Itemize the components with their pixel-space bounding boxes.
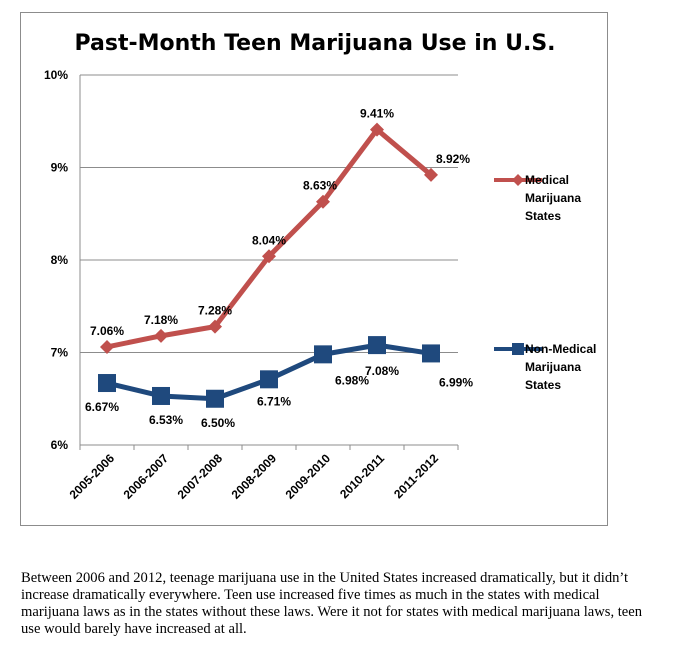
chart-title: Past-Month Teen Marijuana Use in U.S. — [74, 31, 555, 56]
data-point-marker — [370, 122, 384, 137]
legend-label: States — [525, 209, 561, 223]
data-label: 7.08% — [365, 364, 399, 378]
data-labels: 7.06% 7.18% 7.28% 8.04% 8.63% 9.41% 8.92% 6.67%… — [85, 107, 473, 430]
data-label: 8.92% — [436, 152, 470, 166]
data-label: 6.98% — [335, 373, 369, 387]
line-chart: Past-Month Teen Marijuana Use in U.S. 6%… — [44, 31, 596, 502]
y-tick-label: 10% — [44, 68, 68, 82]
data-label: 6.50% — [201, 416, 235, 430]
x-tick-label: 2010-2011 — [337, 451, 387, 501]
x-tick-label: 2011-2012 — [391, 451, 441, 501]
data-point-marker — [316, 194, 330, 209]
x-tick-label: 2006-2007 — [121, 451, 172, 502]
legend-label: Marijuana — [525, 191, 581, 205]
chart-frame: Past-Month Teen Marijuana Use in U.S. 6%… — [20, 12, 608, 526]
x-tick-label: 2009-2010 — [283, 451, 334, 502]
data-point-marker — [422, 344, 440, 363]
data-label: 7.18% — [144, 313, 178, 327]
data-point-marker — [260, 370, 278, 389]
y-tick-label: 9% — [51, 161, 69, 175]
x-tick-label: 2008-2009 — [229, 451, 280, 502]
data-point-marker — [154, 328, 168, 343]
legend-label: Marijuana — [525, 360, 581, 374]
data-point-marker — [98, 374, 116, 393]
y-tick-label: 8% — [51, 253, 69, 267]
caption-text: Between 2006 and 2012, teenage marijuana… — [21, 570, 643, 637]
legend-label: Non-Medical — [525, 342, 596, 356]
data-point-marker — [208, 319, 222, 334]
data-point-marker — [368, 336, 386, 355]
data-label: 6.67% — [85, 400, 119, 414]
data-label: 8.04% — [252, 233, 286, 247]
legend: Medical Marijuana States Non-Medical Marijua… — [494, 173, 596, 392]
y-tick-label: 6% — [51, 438, 69, 452]
data-label: 6.71% — [257, 394, 291, 408]
data-point-marker — [206, 389, 224, 408]
legend-marker — [512, 343, 524, 355]
data-point-marker — [152, 386, 170, 405]
data-label: 7.06% — [90, 324, 124, 338]
data-point-marker — [314, 345, 332, 364]
data-point-marker — [262, 249, 276, 264]
axes: 6%7%8%9%10%2005-2006 2006-2007 2007-2008 20… — [44, 68, 459, 502]
data-label: 6.99% — [439, 375, 473, 389]
legend-marker — [512, 174, 524, 186]
legend-label: Medical — [525, 173, 569, 187]
data-label: 8.63% — [303, 179, 337, 193]
data-point-marker — [424, 167, 438, 182]
legend-label: States — [525, 378, 561, 392]
data-point-marker — [100, 339, 114, 354]
y-tick-label: 7% — [51, 346, 69, 360]
x-tick-label: 2007-2008 — [175, 451, 226, 502]
series-lines — [98, 122, 440, 408]
data-label: 9.41% — [360, 107, 394, 121]
data-label: 6.53% — [149, 413, 183, 427]
data-label: 7.28% — [198, 304, 232, 318]
x-tick-label: 2005-2006 — [67, 451, 118, 502]
